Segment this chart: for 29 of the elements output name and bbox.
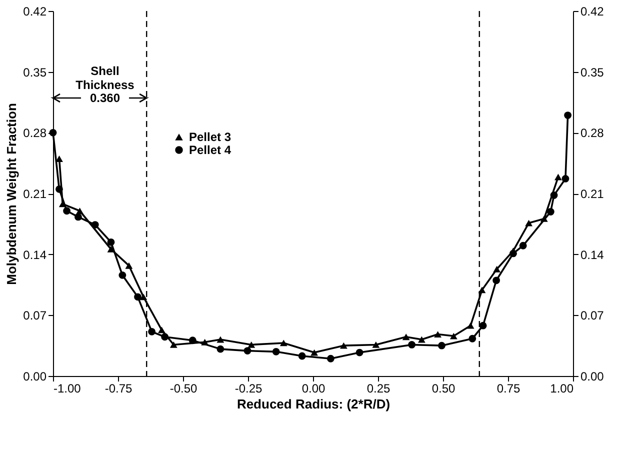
y2-tick-label: 0.35	[580, 65, 604, 80]
y-tick-label: 0.42	[23, 4, 47, 18]
legend-label: Pellet 3	[189, 130, 232, 144]
annotation: 0.360	[90, 91, 120, 105]
y-tick-label: 0.21	[23, 187, 47, 201]
y2-tick-label: 0.14	[580, 248, 604, 262]
x-tick-label: -0.25	[234, 382, 262, 396]
x-axis-title: Reduced Radius: (2*R/D)	[236, 396, 390, 412]
y-tick-label: 0.14	[23, 248, 47, 262]
y2-tick-label: 0.42	[580, 4, 604, 18]
x-tick-label: 0.75	[496, 382, 520, 396]
y2-tick-label: 0.21	[580, 187, 604, 201]
y-tick-label: 0.28	[23, 126, 47, 140]
x-tick-label: 1.00	[550, 382, 574, 396]
annotation: Shell Thickness	[76, 64, 135, 92]
y-tick-label: 0.00	[23, 370, 47, 384]
y2-tick-label: 0.28	[580, 126, 604, 140]
y-tick-label: 0.35	[23, 65, 47, 80]
x-tick-label: 0.25	[366, 382, 390, 396]
x-tick-label: 0.00	[302, 382, 326, 396]
x-tick-label: -0.75	[104, 382, 132, 396]
y2-tick-label: 0.07	[580, 308, 604, 323]
x-tick-label: 0.50	[432, 382, 456, 396]
x-tick-label: -0.50	[170, 382, 198, 396]
x-tick-label: -1.00	[54, 382, 82, 396]
legend-label: Pellet 4	[189, 143, 232, 157]
y-axis-title: Molybdenum Weight Fraction	[4, 103, 20, 285]
y-tick-label: 0.07	[23, 308, 47, 323]
y2-tick-label: 0.00	[580, 370, 604, 384]
